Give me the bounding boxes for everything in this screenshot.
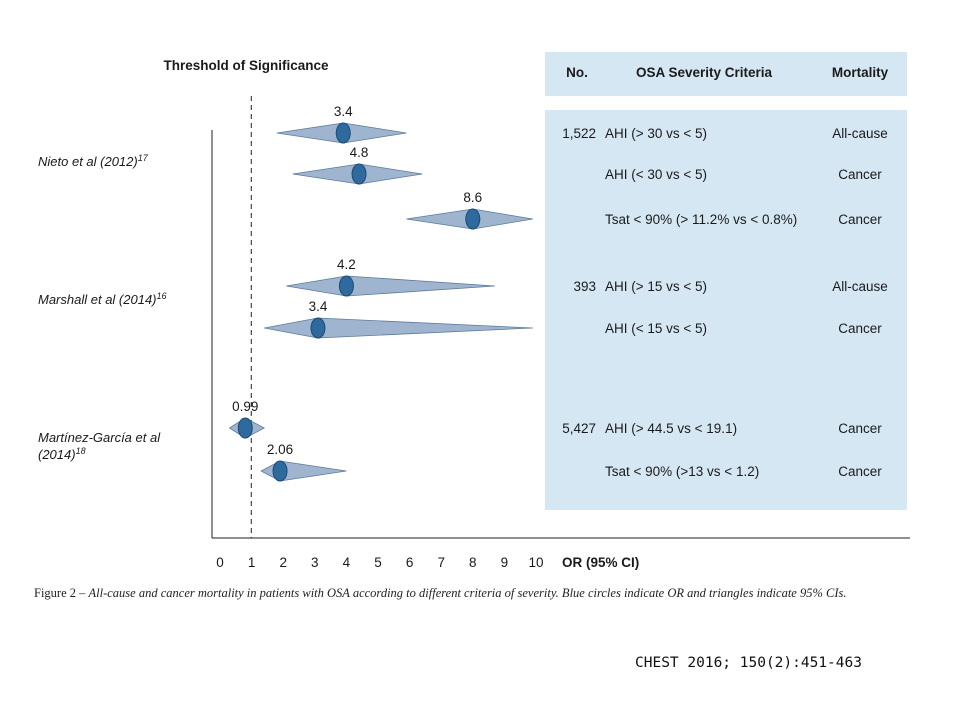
or-point-s0-r2 [465, 208, 481, 230]
study-label-martinez-line1: Martínez-García et al [38, 430, 161, 445]
table-criteria-s1-r1: AHI (< 15 vs < 5) [605, 321, 707, 336]
table-mortality-s0-r0: All-cause [832, 126, 888, 141]
study-ref-martinez: 18 [76, 446, 86, 456]
forest-marks: 3.4 4.8 8.6 4.2 3.4 0.99 2.06 [228, 104, 533, 482]
table-mortality-s2-r1: Cancer [838, 464, 882, 479]
x-tick-label-7: 7 [437, 555, 445, 570]
table-rows: 1,522 AHI (> 30 vs < 5) All-cause AHI (< 30… [562, 126, 888, 479]
x-axis-label: OR (95% CI) [562, 555, 639, 570]
or-label-s1-r0: 4.2 [337, 257, 356, 272]
table-header-criteria: OSA Severity Criteria [636, 65, 773, 80]
study-ref-marshall: 16 [157, 291, 167, 301]
x-tick-label-3: 3 [311, 555, 319, 570]
or-label-s1-r1: 3.4 [309, 299, 328, 314]
table-criteria-s1-r0: AHI (> 15 vs < 5) [605, 279, 707, 294]
ci-diamond-s1-r1 [264, 317, 533, 339]
table-header-mortality: Mortality [832, 65, 889, 80]
x-tick-label-6: 6 [406, 555, 414, 570]
study-name-nieto: Nieto et al (2012) [38, 154, 138, 169]
x-tick-label-4: 4 [343, 555, 351, 570]
x-tick-label-0: 0 [216, 555, 224, 570]
table-criteria-s2-r0: AHI (> 44.5 vs < 19.1) [605, 421, 737, 436]
or-point-s2-r1 [272, 460, 288, 482]
study-ref-nieto: 17 [138, 153, 149, 163]
x-tick-label-10: 10 [528, 555, 543, 570]
or-point-s0-r0 [335, 122, 351, 144]
or-label-s2-r0: 0.99 [232, 399, 258, 414]
table-criteria-s0-r1: AHI (< 30 vs < 5) [605, 167, 707, 182]
ci-diamond-s1-r0 [286, 275, 495, 297]
study-label-martinez-line2: (2014)18 [38, 446, 86, 462]
or-point-s0-r1 [351, 163, 367, 185]
figure-caption: Figure 2 – All-cause and cancer mortalit… [34, 585, 924, 601]
citation: CHEST 2016; 150(2):451-463 [635, 655, 862, 671]
x-tick-labels: 0 1 2 3 4 5 6 7 8 9 10 [216, 555, 543, 570]
or-label-s0-r2: 8.6 [463, 190, 482, 205]
caption-text: All-cause and cancer mortality in patien… [88, 586, 847, 600]
x-tick-label-2: 2 [279, 555, 287, 570]
x-tick-label-1: 1 [248, 555, 256, 570]
threshold-label: Threshold of Significance [163, 58, 329, 73]
x-tick-label-5: 5 [374, 555, 382, 570]
caption-lead: Figure 2 – [34, 586, 89, 600]
or-point-s1-r1 [310, 317, 326, 339]
study-label-nieto: Nieto et al (2012)17 [38, 153, 149, 169]
table-mortality-s1-r1: Cancer [838, 321, 882, 336]
x-tick-label-9: 9 [501, 555, 509, 570]
table-criteria-s0-r2: Tsat < 90% (> 11.2% vs < 0.8%) [605, 212, 797, 227]
or-label-s2-r1: 2.06 [267, 442, 293, 457]
or-point-s2-r0 [237, 417, 253, 439]
table-body-background [545, 110, 907, 510]
table-mortality-s0-r1: Cancer [838, 167, 882, 182]
x-tick-label-8: 8 [469, 555, 477, 570]
table-mortality-s1-r0: All-cause [832, 279, 888, 294]
study-name-martinez-year: (2014) [38, 447, 76, 462]
table-criteria-s0-r0: AHI (> 30 vs < 5) [605, 126, 707, 141]
table-no-s1-r0: 393 [573, 279, 596, 294]
or-point-s1-r0 [338, 275, 354, 297]
or-label-s0-r0: 3.4 [334, 104, 353, 119]
table-header-no: No. [566, 65, 588, 80]
table-no-s2-r0: 5,427 [562, 421, 596, 436]
table-criteria-s2-r1: Tsat < 90% (>13 vs < 1.2) [605, 464, 759, 479]
study-label-marshall: Marshall et al (2014)16 [38, 291, 167, 307]
table-header-background [545, 52, 907, 96]
table-mortality-s0-r2: Cancer [838, 212, 882, 227]
study-name-marshall: Marshall et al (2014) [38, 292, 157, 307]
or-label-s0-r1: 4.8 [350, 145, 369, 160]
table-no-s0-r0: 1,522 [562, 126, 596, 141]
table-mortality-s2-r0: Cancer [838, 421, 882, 436]
